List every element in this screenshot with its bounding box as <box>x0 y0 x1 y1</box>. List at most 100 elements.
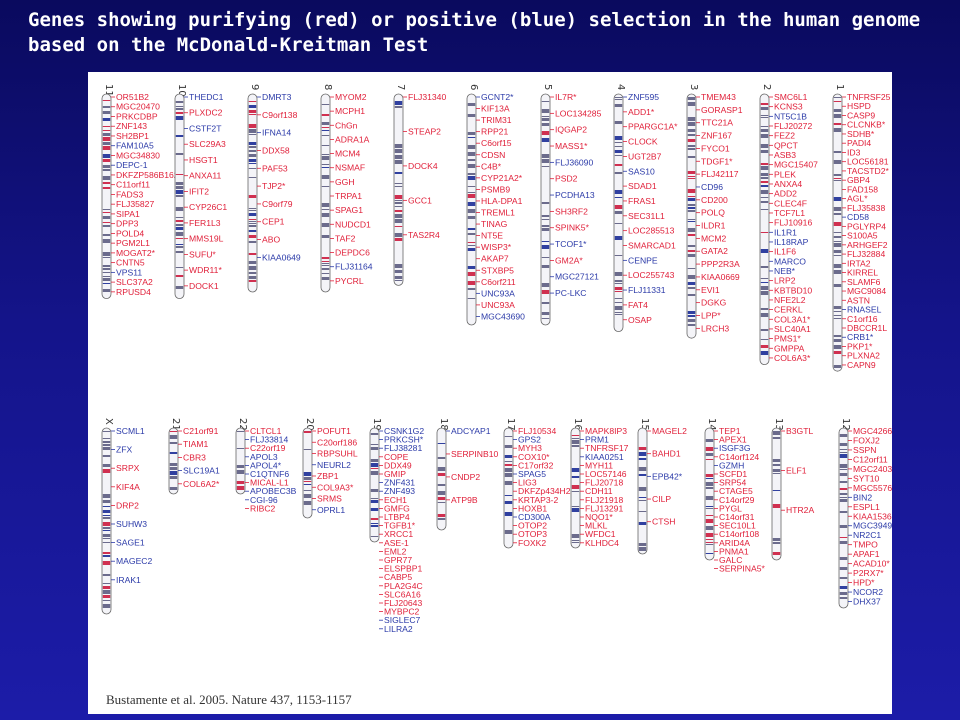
chromosome-band <box>760 197 769 198</box>
chromosome-19: 19CSNK1G2PRKCSH*FLJ38281COPEDDX49GMIPZNF… <box>369 418 424 634</box>
gene-label: FAD158 <box>847 184 878 194</box>
gene-label: LOC285513 <box>628 226 675 236</box>
chromosome-label: 6 <box>468 84 479 90</box>
chromosome-band <box>102 517 111 519</box>
chromosome-band <box>169 471 178 475</box>
gene-label: FER1L3 <box>189 218 221 228</box>
gene-label: SLC40A1 <box>774 324 811 334</box>
chromosome-band <box>102 464 111 467</box>
gene-label: SRPX <box>116 463 140 473</box>
chromosome-band <box>760 291 769 295</box>
gene-label: DMRT3 <box>262 92 292 102</box>
chromosome-band <box>760 166 769 170</box>
chromosome-body <box>393 93 404 286</box>
chromosome-band <box>687 275 696 279</box>
gene-label: RPP21 <box>481 127 508 137</box>
chromosome-band <box>102 289 111 292</box>
chromosome-band <box>236 465 245 468</box>
chromosome-label: 3 <box>688 84 699 90</box>
gene-label: SLC29A3 <box>189 139 226 149</box>
gene-label: PLA2G4C <box>384 581 423 591</box>
gene-label: FLJ20272 <box>774 121 812 131</box>
gene-label: IL7R* <box>555 92 577 102</box>
chromosome-band <box>638 500 647 501</box>
chromosome-band <box>321 273 330 274</box>
gene-label: KIF13A <box>481 104 510 114</box>
chromosome-band <box>687 219 696 220</box>
chromosome-band <box>687 204 696 206</box>
chromosome-band <box>833 178 842 179</box>
gene-label: LIG3 <box>518 478 537 488</box>
chromosome-band <box>614 255 623 256</box>
gene-label: FAT4 <box>628 300 648 310</box>
gene-label: FRAS1 <box>628 196 656 206</box>
gene-label: PAF53 <box>262 163 288 173</box>
chromosome-band <box>467 266 476 269</box>
chromosome-band <box>370 523 379 524</box>
chromosome-band <box>102 595 111 598</box>
chromosome-band <box>467 202 476 206</box>
chromosome-band <box>839 497 848 498</box>
chromosome-band <box>102 133 111 136</box>
chromosome-band <box>394 270 403 273</box>
gene-label: POLQ <box>701 208 725 218</box>
chromosome-11: 11OR51B2MGC20470PRKCDBPZNF143SH2BP1FAM10… <box>101 84 179 300</box>
gene-label: ZNF431 <box>384 478 415 488</box>
chromosome-band <box>175 195 184 197</box>
chromosome-band <box>467 164 476 168</box>
chromosome-22: 22CLTCL1FLJ33814C22orf19APOL3APOL4*C1QTN… <box>235 418 297 513</box>
chromosome-band <box>169 431 178 432</box>
gene-label: ARID4A <box>719 538 750 548</box>
chromosome-band <box>687 324 696 326</box>
gene-label: TMEM43 <box>701 92 736 102</box>
gene-label: PSMB9 <box>481 184 510 194</box>
chromosome-band <box>175 116 184 120</box>
chromosome-band <box>504 481 513 485</box>
chromosome-band <box>102 276 111 277</box>
chromosome-label: 2 <box>761 84 772 90</box>
chromosome-band <box>839 452 848 453</box>
gene-label: CASP9 <box>847 110 875 120</box>
gene-label: CGI-96 <box>250 495 278 505</box>
chromosome-band <box>102 447 111 450</box>
gene-label: ATP9B <box>451 495 478 505</box>
gene-label: LOC56181 <box>847 157 889 167</box>
chromosome-band <box>541 265 550 268</box>
chromosome-band <box>102 126 111 127</box>
gene-label: LOC255743 <box>628 270 675 280</box>
gene-label: SEC10L1 <box>719 521 756 531</box>
chromosome-label: 15 <box>639 418 650 431</box>
chromosome-band <box>321 145 330 146</box>
chromosome-band <box>839 469 848 470</box>
gene-label: CBR3 <box>183 452 206 462</box>
gene-label: DRP2 <box>116 500 139 510</box>
chromosome-band <box>303 484 312 485</box>
chromosome-band <box>833 160 842 164</box>
chromosome-band <box>760 126 769 127</box>
chromosome-band <box>437 514 446 517</box>
gene-label: ASTN <box>847 295 870 305</box>
gene-label: STXBP5 <box>481 265 514 275</box>
chromosome-band <box>102 455 111 457</box>
chromosome-band <box>839 464 848 468</box>
chromosome-band <box>833 241 842 242</box>
gene-label: NQO1* <box>585 512 613 522</box>
chromosome-band <box>541 101 550 102</box>
gene-label: PPP2R3A <box>701 259 740 269</box>
gene-label: ELF1 <box>786 466 807 476</box>
gene-label: ELSPBP1 <box>384 564 422 574</box>
chromosome-band <box>638 497 647 498</box>
chromosome-band <box>772 464 781 466</box>
chromosome-band <box>833 128 842 132</box>
gene-label: IFIT2 <box>189 186 209 196</box>
chromosome-band <box>102 272 111 273</box>
chromosome-band <box>394 206 403 207</box>
gene-label: PMS1* <box>774 334 801 344</box>
gene-label: DDX58 <box>262 145 290 155</box>
gene-label: FOXJ2 <box>853 435 880 445</box>
chromosome-band <box>833 345 842 349</box>
chromosome-band <box>833 306 842 309</box>
chromosome-band <box>687 129 696 132</box>
chromosome-band <box>394 183 403 184</box>
